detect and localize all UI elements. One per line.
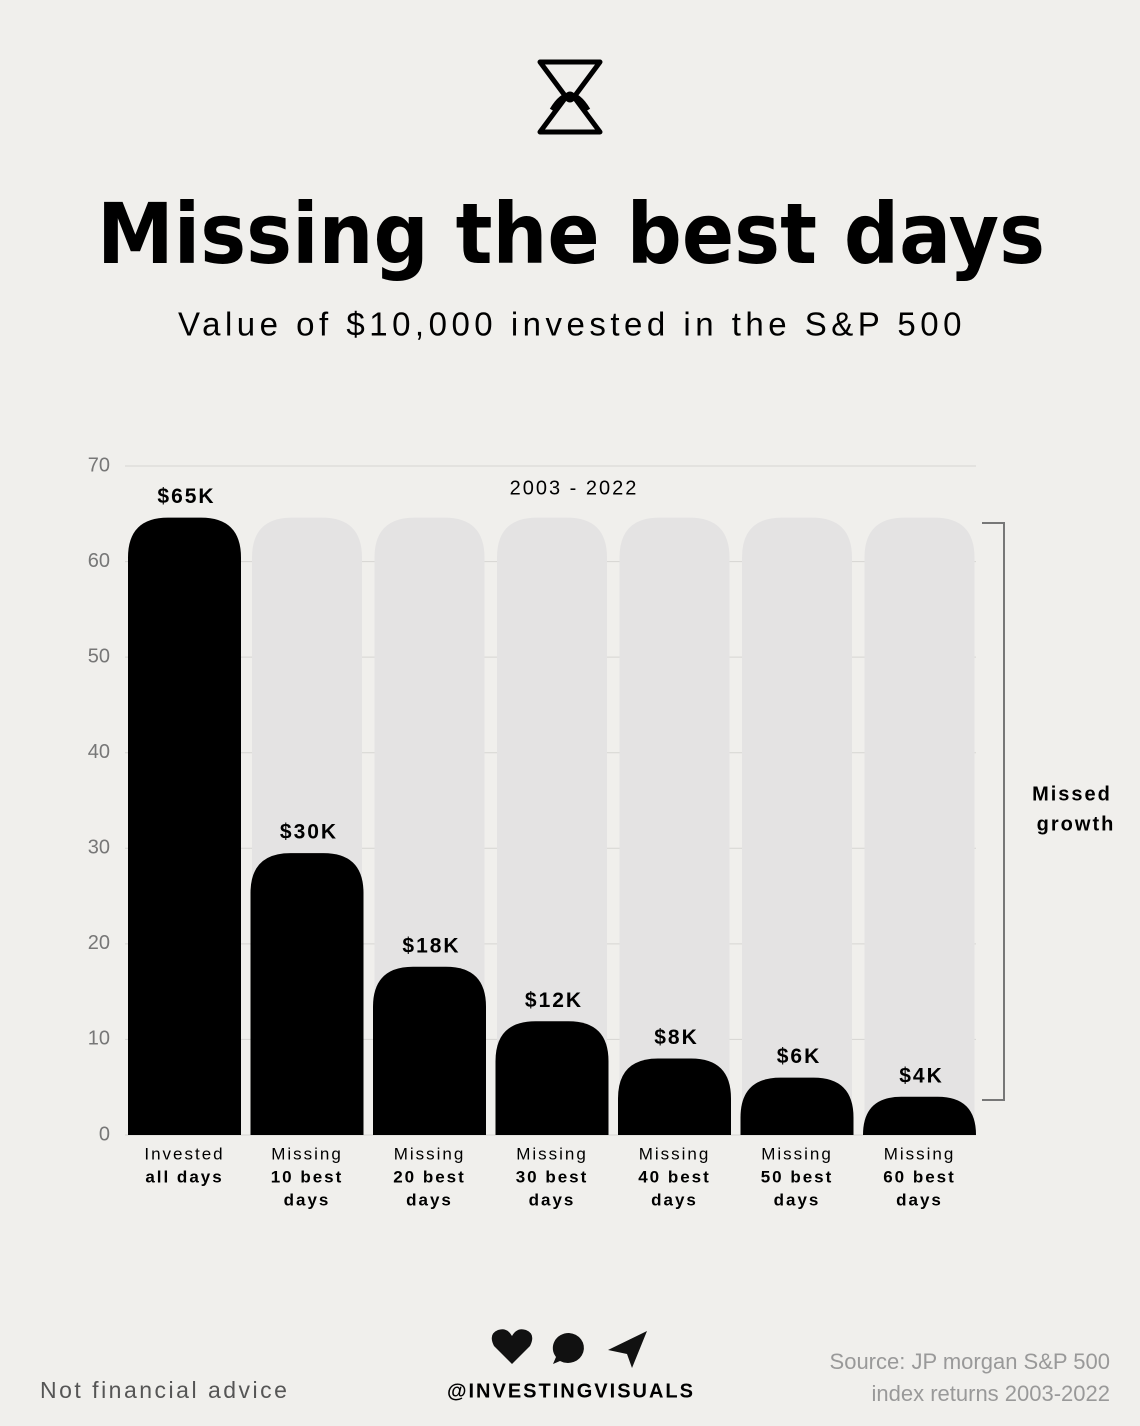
missed-growth-bar <box>619 517 730 1135</box>
y-tick-label: 20 <box>88 932 110 954</box>
x-tick-label: 20 best <box>393 1167 466 1186</box>
bracket <box>982 522 1005 1101</box>
plot: 0 10 20 30 40 50 60 70 $65K Invested all days $30K M… <box>88 454 976 1209</box>
handle: @INVESTINGVISUALS <box>447 1380 695 1402</box>
x-tick-label: days <box>284 1190 331 1209</box>
x-tick-label: 10 best <box>271 1167 344 1186</box>
value-label: $18K <box>402 934 460 957</box>
x-tick-label: days <box>651 1190 698 1209</box>
footer-icons <box>491 1329 647 1368</box>
bar <box>373 966 486 1135</box>
y-tick-label: 60 <box>88 550 110 572</box>
y-tick-label: 0 <box>99 1123 110 1145</box>
bar <box>250 853 364 1135</box>
bar <box>618 1058 731 1135</box>
y-tick-label: 30 <box>88 837 110 859</box>
y-tick-label: 50 <box>88 645 110 667</box>
source: Source: JP morgan S&P 500 <box>830 1349 1110 1374</box>
x-tick-label: all days <box>145 1167 223 1186</box>
logo <box>537 59 603 135</box>
chart-subtitle: Value of $10,000 invested in the S&P 500 <box>178 306 966 343</box>
x-tick-label: Missing <box>761 1144 833 1163</box>
value-label: $8K <box>654 1026 699 1049</box>
x-tick-label: 40 best <box>638 1167 711 1186</box>
x-tick-label: Missing <box>639 1144 711 1163</box>
value-label: $6K <box>777 1045 822 1068</box>
bar <box>128 517 241 1135</box>
y-tick-label: 10 <box>88 1028 110 1050</box>
missed-growth-bar <box>864 517 975 1135</box>
chart-title: Missing the best days <box>97 185 1045 283</box>
bar <box>863 1096 976 1135</box>
x-tick-label: days <box>896 1190 943 1209</box>
x-tick-label: Missing <box>394 1144 466 1163</box>
source: index returns 2003-2022 <box>872 1381 1111 1406</box>
x-tick-label: Missing <box>884 1144 956 1163</box>
y-tick-label: 40 <box>88 741 110 763</box>
period-label: 2003 - 2022 <box>510 477 639 499</box>
annotation: growth <box>1037 813 1116 835</box>
y-tick-label: 70 <box>88 454 110 476</box>
annotation: Missed <box>1032 783 1112 805</box>
x-tick-label: days <box>406 1190 453 1209</box>
disclaimer: Not financial advice <box>40 1377 289 1403</box>
x-tick-label: days <box>774 1190 821 1209</box>
value-label: $65K <box>157 485 215 508</box>
x-tick-label: 60 best <box>883 1167 956 1186</box>
value-label: $4K <box>899 1064 944 1087</box>
value-label: $30K <box>280 821 338 844</box>
x-tick-label: Invested <box>144 1144 224 1163</box>
x-tick-label: 30 best <box>516 1167 589 1186</box>
x-tick-label: Missing <box>271 1144 343 1163</box>
bar <box>495 1021 609 1135</box>
value-label: $12K <box>525 989 583 1012</box>
x-tick-label: days <box>529 1190 576 1209</box>
x-tick-label: Missing <box>516 1144 588 1163</box>
missed-growth-bar <box>742 517 852 1135</box>
x-tick-label: 50 best <box>761 1167 834 1186</box>
missed-growth-bar <box>497 517 607 1135</box>
bar <box>740 1077 854 1135</box>
